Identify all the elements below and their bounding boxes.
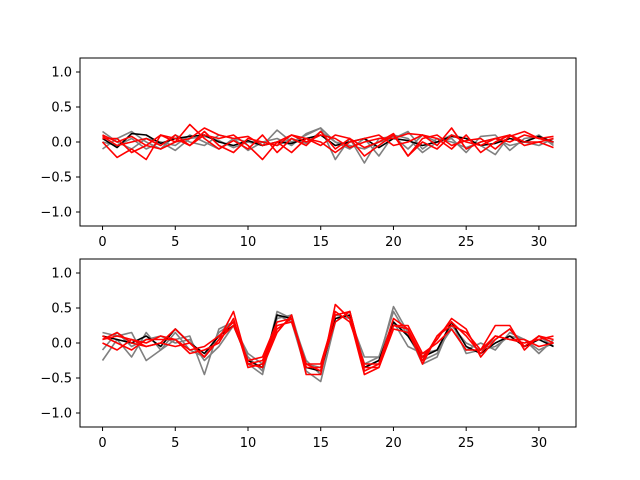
x-tick-label: 0 (98, 235, 106, 250)
series-line-7 (102, 127, 554, 154)
y-tick-label: 0.5 (51, 302, 72, 317)
y-tick-label: −1.0 (40, 206, 72, 221)
x-tick-label: 30 (531, 436, 548, 451)
x-tick-label: 30 (531, 235, 548, 250)
y-tick-label: 1.0 (51, 66, 72, 81)
y-tick-label: 0.0 (51, 136, 72, 151)
x-tick-label: 5 (171, 436, 179, 451)
x-tick-label: 25 (458, 436, 475, 451)
x-tick-label: 25 (458, 235, 475, 250)
series-line-8 (102, 134, 554, 161)
y-tick-label: −0.5 (40, 372, 72, 387)
y-tick-label: 0.0 (51, 337, 72, 352)
y-tick-label: 1.0 (51, 267, 72, 282)
x-tick-label: 0 (98, 436, 106, 451)
x-tick-label: 15 (312, 235, 329, 250)
x-tick-label: 5 (171, 235, 179, 250)
series-line-8 (102, 310, 554, 372)
x-tick-label: 10 (240, 235, 257, 250)
x-tick-label: 15 (312, 436, 329, 451)
x-tick-label: 20 (385, 436, 402, 451)
top-subplot: 0 5 10 15 20 25 30 −1.0 −0.5 0.0 0.5 1.0 (40, 57, 577, 250)
x-tick-label: 20 (385, 235, 402, 250)
y-tick-label: −1.0 (40, 407, 72, 422)
y-tick-label: 0.5 (51, 101, 72, 116)
bottom-subplot: 0 5 10 15 20 25 30 −1.0 −0.5 0.0 0.5 1.0 (40, 258, 577, 451)
x-tick-label: 10 (240, 436, 257, 451)
y-tick-label: −0.5 (40, 171, 72, 186)
